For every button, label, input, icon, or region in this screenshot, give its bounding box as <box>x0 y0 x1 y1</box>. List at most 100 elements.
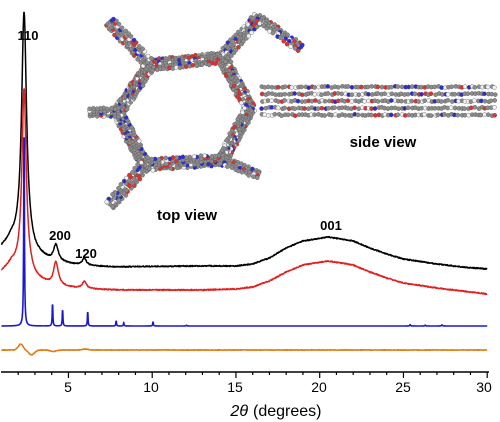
atom <box>455 112 461 118</box>
atom <box>312 112 317 117</box>
atom <box>319 92 324 97</box>
atom <box>131 37 137 43</box>
atom <box>236 45 241 50</box>
atom <box>109 105 114 111</box>
atom <box>375 84 381 90</box>
atom <box>135 162 140 167</box>
atom <box>285 112 291 118</box>
atom <box>278 35 283 41</box>
x-axis-title-unit: (degrees) <box>253 403 321 420</box>
atom <box>322 98 328 104</box>
atom <box>485 112 491 117</box>
atom <box>395 112 401 118</box>
atom <box>359 84 364 90</box>
atom <box>223 59 228 65</box>
atom <box>395 84 401 89</box>
atom <box>313 98 318 103</box>
atom <box>282 98 287 103</box>
side-view-label: side view <box>350 134 417 151</box>
atom <box>448 105 454 110</box>
atom <box>445 92 451 97</box>
atom <box>130 170 135 175</box>
atom <box>472 85 478 90</box>
atom <box>191 154 197 159</box>
atom <box>118 181 124 187</box>
atom <box>246 33 251 39</box>
atom <box>292 91 297 96</box>
atom <box>478 112 484 118</box>
atom <box>198 153 204 158</box>
atom <box>292 106 298 111</box>
atom <box>145 53 151 59</box>
atom <box>442 112 447 117</box>
atom <box>465 91 471 96</box>
atom <box>269 85 275 90</box>
x-tick-label-25: 25 <box>395 379 411 395</box>
series-line-2 <box>0 88 488 296</box>
atom <box>428 113 434 118</box>
atom <box>399 98 404 104</box>
atom <box>132 165 137 171</box>
atom <box>259 91 265 97</box>
atom <box>292 113 298 118</box>
atom <box>492 92 498 97</box>
atom <box>492 105 497 110</box>
x-axis <box>1 371 489 378</box>
atom <box>299 84 304 90</box>
atom <box>284 41 290 47</box>
atom <box>248 30 254 36</box>
x-tick-label-20: 20 <box>311 379 327 395</box>
atom <box>246 173 252 178</box>
atom <box>319 105 325 111</box>
atom <box>111 16 116 22</box>
atom <box>345 84 351 89</box>
atom <box>104 199 110 205</box>
atom <box>366 92 371 97</box>
atom <box>262 112 268 118</box>
atom <box>233 47 238 53</box>
atom <box>482 91 487 97</box>
atom <box>488 98 494 104</box>
atom <box>126 31 131 36</box>
atom <box>472 105 478 110</box>
atom <box>375 99 381 104</box>
atom <box>299 92 305 97</box>
atom <box>349 85 355 90</box>
atom <box>452 105 458 111</box>
atom <box>335 85 341 90</box>
atom <box>275 105 281 111</box>
peak-label-200: 200 <box>49 228 71 243</box>
atom <box>405 91 411 97</box>
atom <box>478 98 484 104</box>
atom <box>230 39 235 44</box>
atom <box>445 98 451 103</box>
atom <box>281 38 287 44</box>
atom <box>163 155 169 161</box>
atom <box>326 106 331 111</box>
atom <box>339 91 345 97</box>
series-line-3 <box>0 137 488 327</box>
atom <box>325 91 331 96</box>
atom <box>95 106 100 111</box>
atom <box>275 84 281 90</box>
atom <box>282 91 288 97</box>
atom <box>412 91 418 97</box>
atom <box>435 112 441 118</box>
atom <box>302 106 307 111</box>
atom <box>325 84 331 89</box>
atom <box>295 48 301 54</box>
atom <box>265 84 271 90</box>
atom <box>388 112 394 118</box>
atom <box>388 98 394 103</box>
atom <box>282 84 288 89</box>
atom <box>110 192 115 197</box>
atom <box>251 174 256 179</box>
atom <box>462 84 468 89</box>
side-view-structure <box>259 84 498 118</box>
series-line-4 <box>1 343 488 356</box>
x-tick-label-10: 10 <box>143 379 159 395</box>
atom <box>372 106 378 111</box>
atom <box>349 99 355 104</box>
atom <box>229 53 234 59</box>
